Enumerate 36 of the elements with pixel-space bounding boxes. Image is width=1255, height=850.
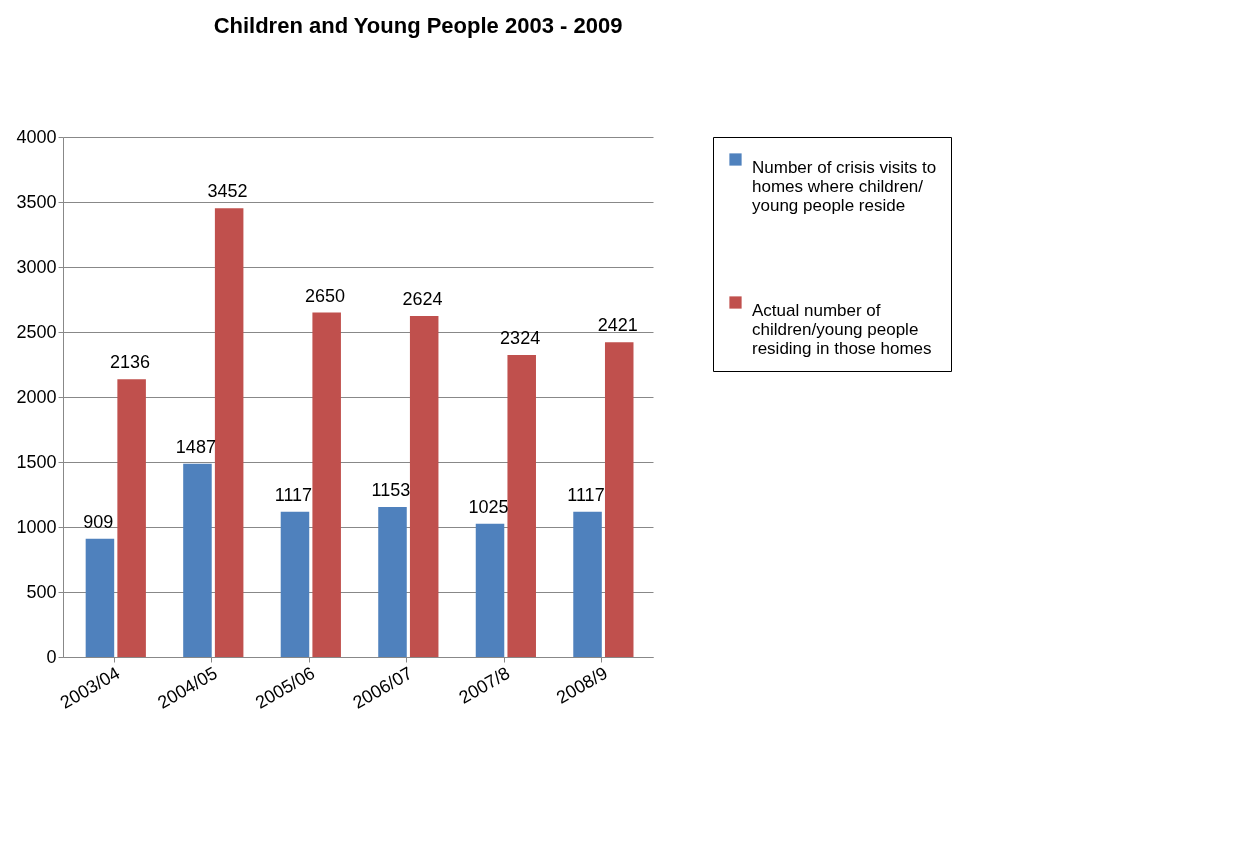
data-label: 1025 — [468, 496, 509, 517]
data-label: 2136 — [110, 352, 151, 373]
legend-label: Number of crisis visits to homes where children/ young people reside — [752, 157, 937, 215]
data-label: 2324 — [500, 327, 541, 348]
data-label: 1153 — [371, 480, 411, 501]
y-tick-label: 2000 — [16, 386, 57, 407]
bar — [604, 342, 634, 657]
data-label: 1117 — [274, 484, 313, 505]
data-label: 3452 — [207, 181, 248, 202]
bar — [85, 538, 115, 657]
y-tick-label: 1500 — [16, 451, 57, 472]
bar — [475, 523, 505, 657]
bar — [117, 379, 146, 657]
bar — [378, 507, 407, 657]
bar — [214, 208, 244, 657]
data-label: 1117 — [567, 484, 605, 505]
data-label: 909 — [83, 511, 114, 532]
bar — [409, 315, 439, 657]
y-tick-label: 4000 — [16, 126, 57, 147]
y-tick-label: 0 — [46, 646, 57, 667]
y-tick-label: 500 — [26, 581, 57, 602]
data-label: 2650 — [305, 285, 346, 306]
bar — [312, 312, 341, 657]
y-tick-label: 1000 — [16, 516, 57, 537]
data-label: 1487 — [175, 436, 216, 457]
bar — [573, 511, 602, 657]
bar — [507, 354, 536, 657]
y-tick-label: 3500 — [16, 191, 57, 212]
y-tick-label: 3000 — [16, 256, 57, 277]
bar — [280, 511, 310, 657]
bar — [183, 463, 212, 657]
data-label: 2624 — [402, 288, 443, 309]
data-label: 2421 — [597, 315, 638, 336]
legend-label: Actual number of children/young people residing in those homes — [752, 300, 932, 358]
y-tick-label: 2500 — [16, 321, 57, 342]
chart-title: Children and Young People 2003 - 2009 — [213, 13, 623, 38]
